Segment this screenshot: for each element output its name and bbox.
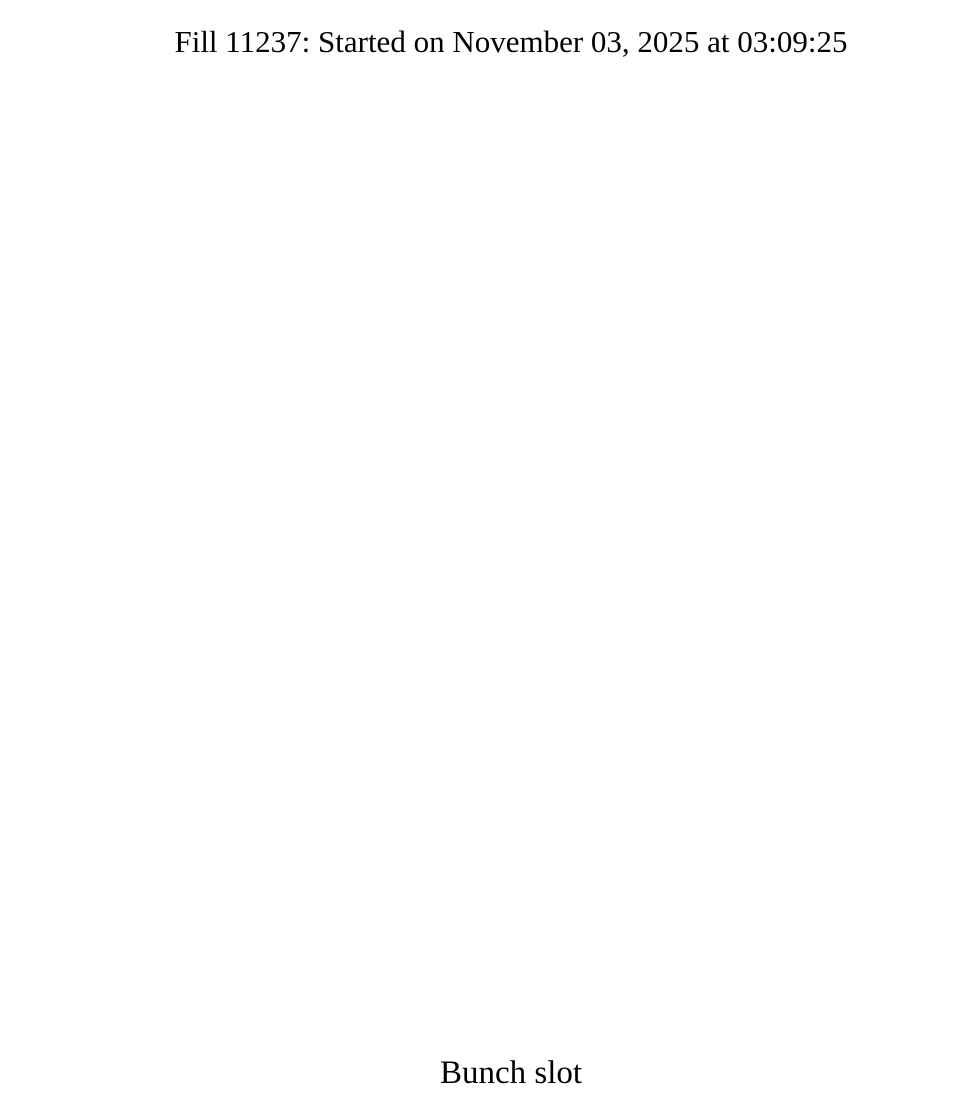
x-axis-label: Bunch slot: [440, 1055, 582, 1091]
figure-title: Fill 11237: Started on November 03, 2025…: [174, 24, 847, 59]
